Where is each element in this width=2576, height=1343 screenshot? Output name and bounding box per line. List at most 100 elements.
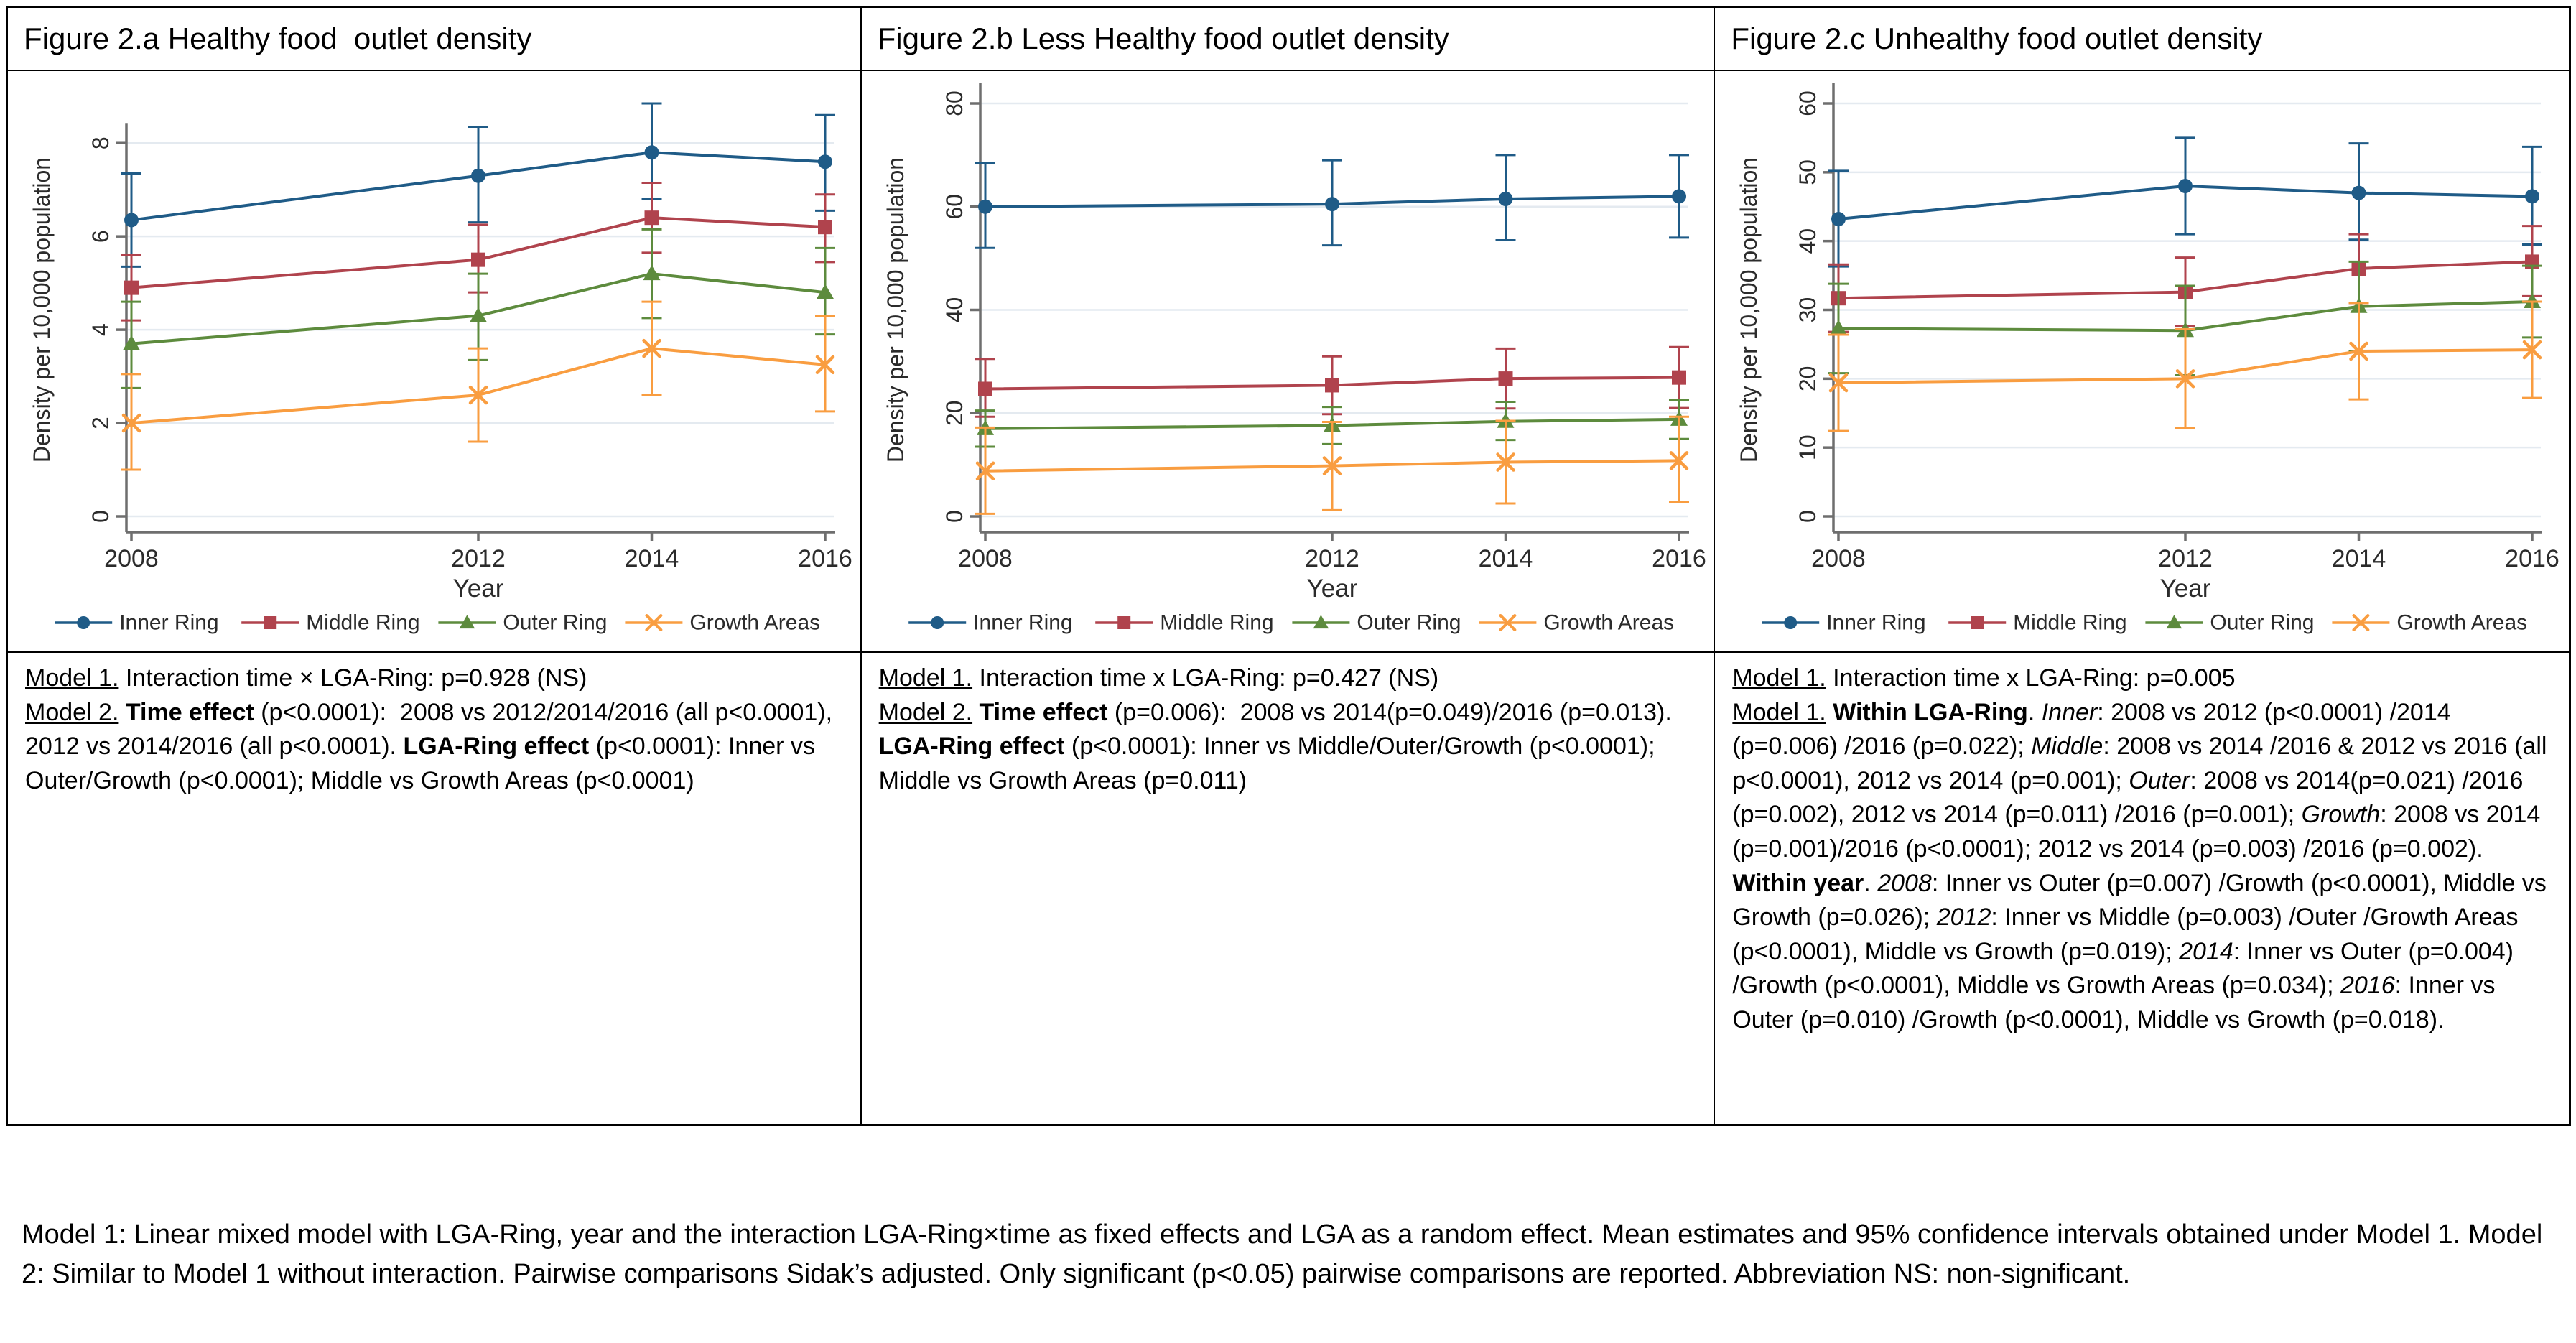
chart-unhealthy-food-density: 0 10 20 30 40 50 60 2008 2012 2014 2016 Year Density… (1736, 83, 2559, 635)
y-tick-label: 0 (941, 510, 967, 523)
x-tick-label: 2014 (1478, 545, 1533, 572)
legend-label: Inner Ring (1827, 611, 1926, 635)
triangle-marker (1830, 320, 1848, 335)
y-tick-label: 10 (1795, 434, 1821, 460)
square-marker (264, 616, 277, 629)
circle-marker (930, 616, 944, 629)
figure-title-b: Figure 2.b Less Healthy food outlet dens… (861, 8, 1716, 71)
circle-marker (1324, 197, 1339, 212)
legend-label: Outer Ring (503, 611, 607, 635)
series-line (1838, 260, 2533, 300)
legend-item-middle-ring: Middle Ring (241, 611, 420, 635)
legend-label: Growth Areas (1543, 611, 1674, 635)
circle-marker (2525, 189, 2540, 204)
circle-marker (1671, 189, 1686, 204)
legend-item-outer-ring: Outer Ring (2145, 611, 2315, 635)
series-inner-ring (975, 154, 1689, 249)
legend-label: Inner Ring (119, 611, 218, 635)
x-tick-label: 2008 (958, 545, 1013, 572)
note-paragraph: Model 1. Within LGA-Ring. Inner: 2008 vs… (1732, 698, 2554, 1033)
x-axis-label: Year (453, 575, 504, 603)
legend-item-outer-ring: Outer Ring (438, 611, 607, 635)
note-paragraph: Model 1. Interaction time x LGA-Ring: p=… (878, 664, 1439, 692)
square-marker (1971, 616, 1984, 629)
series-inner-ring (1828, 136, 2543, 268)
y-tick-label: 50 (1795, 159, 1821, 185)
square-marker (1324, 378, 1339, 393)
circle-marker (818, 154, 832, 169)
series-line (131, 347, 826, 425)
model-notes-a: Model 1. Interaction time × LGA-Ring: p=… (8, 653, 862, 1124)
series-line (131, 151, 826, 222)
y-axis-label: Density per 10,000 population (29, 157, 55, 463)
x-marker (1669, 451, 1688, 470)
circle-marker (471, 168, 485, 183)
x-marker (1495, 452, 1515, 472)
legend-item-inner-ring: Inner Ring (55, 611, 219, 635)
triangle-marker (2166, 615, 2182, 629)
y-tick-label: 6 (88, 230, 113, 243)
legend-item-middle-ring: Middle Ring (1094, 611, 1273, 635)
triangle-marker (817, 284, 834, 299)
y-tick-label: 8 (88, 136, 113, 149)
y-tick-label: 60 (1795, 90, 1821, 116)
x-axis-label: Year (2160, 575, 2211, 603)
y-tick-label: 80 (941, 90, 967, 116)
legend-label: Outer Ring (1357, 611, 1461, 635)
legend-item-middle-ring: Middle Ring (1948, 611, 2127, 635)
legend-label: Middle Ring (306, 611, 419, 635)
footnote: Model 1: Linear mixed model with LGA-Rin… (22, 1219, 2550, 1290)
x-marker (1499, 614, 1516, 631)
circle-marker (1831, 212, 1846, 226)
triangle-marker (1313, 615, 1329, 629)
x-marker (645, 614, 663, 631)
figure-title-c: Figure 2.c Unhealthy food outlet density (1715, 8, 2569, 71)
circle-marker (977, 199, 992, 214)
series-line (985, 417, 1679, 430)
legend-label: Growth Areas (689, 611, 820, 635)
x-marker (2349, 341, 2369, 361)
circle-marker (124, 213, 139, 228)
note-paragraph: Model 2. Time effect (p<0.0001): 2008 vs… (25, 698, 840, 794)
series-growth-areas (1828, 300, 2543, 432)
circle-marker (2351, 185, 2366, 200)
triangle-marker (470, 307, 487, 322)
series-line (131, 216, 826, 289)
legend-label: Middle Ring (2014, 611, 2127, 635)
legend-label: Growth Areas (2397, 611, 2528, 635)
circle-marker (1784, 616, 1798, 629)
circle-marker (644, 145, 659, 160)
model-notes-c: Model 1. Interaction time x LGA-Ring: p=… (1715, 653, 2569, 1124)
square-marker (1671, 370, 1686, 385)
x-marker (468, 385, 488, 405)
series-line (985, 459, 1679, 473)
x-tick-label: 2008 (104, 545, 159, 572)
x-tick-label: 2014 (625, 545, 679, 572)
figure-title-a: Figure 2.a Healthy food outlet density (8, 8, 862, 71)
legend-item-outer-ring: Outer Ring (1292, 611, 1461, 635)
x-marker (815, 355, 835, 375)
square-marker (124, 280, 139, 295)
triangle-marker (643, 265, 661, 281)
x-tick-label: 2008 (1812, 545, 1866, 572)
chart-cell-a: 0 2 4 6 8 2008 2012 2014 2016 Year Density per 10,… (8, 71, 862, 653)
legend-label: Outer Ring (2210, 611, 2315, 635)
series-line (131, 272, 826, 345)
x-marker (1322, 456, 1342, 475)
legend-item-growth-areas: Growth Areas (625, 611, 820, 635)
square-marker (644, 210, 659, 226)
series-line (1838, 348, 2533, 385)
figure-panel: Figure 2.a Healthy food outlet density F… (6, 6, 2571, 1126)
series-line (985, 376, 1679, 391)
y-tick-label: 4 (88, 323, 113, 336)
triangle-marker (123, 335, 140, 350)
chart-less-healthy-food-density: 0 20 40 60 80 2008 2012 2014 2016 Year Density per… (883, 83, 1706, 635)
y-tick-label: 40 (1795, 228, 1821, 254)
x-marker (2523, 340, 2542, 360)
y-axis-label: Density per 10,000 population (883, 157, 908, 463)
x-tick-label: 2012 (451, 545, 506, 572)
y-tick-label: 60 (941, 194, 967, 220)
series-growth-areas (121, 300, 835, 471)
legend-label: Inner Ring (973, 611, 1072, 635)
x-tick-label: 2012 (2159, 545, 2213, 572)
